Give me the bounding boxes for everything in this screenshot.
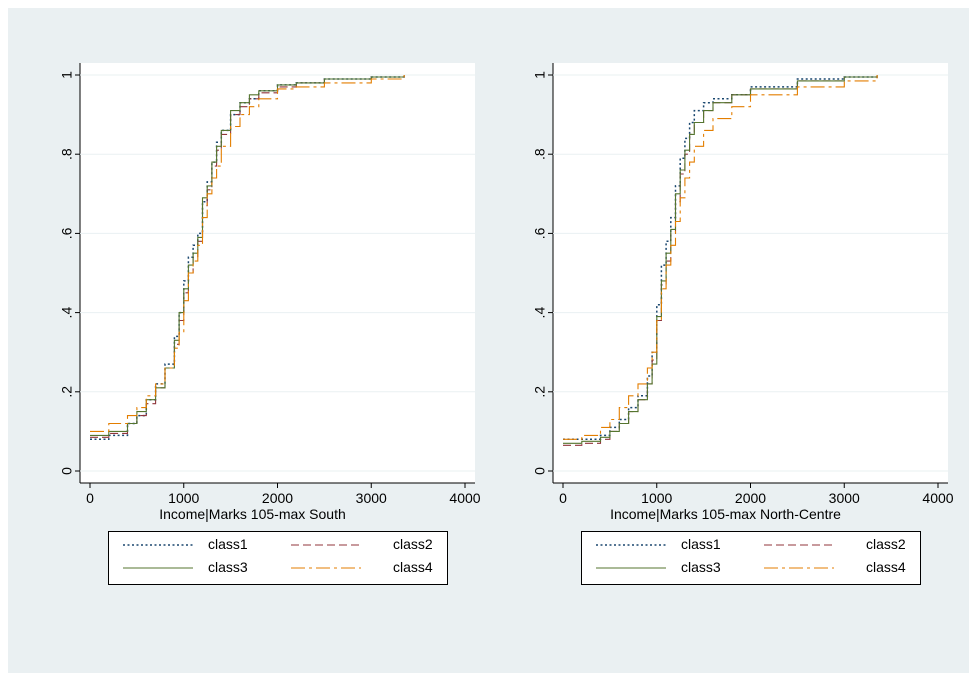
- y-tick-label: 0: [532, 467, 548, 475]
- legend-key-class4: [764, 567, 834, 569]
- legend-item-class3: class3: [596, 557, 761, 579]
- x-axis-title: Income|Marks 105-max South: [159, 506, 346, 522]
- y-tick-label: .4: [532, 307, 548, 319]
- legend-item-class1: class1: [596, 534, 761, 556]
- charts-canvas: 0 .2 .4 .6 .8 1 0 1000 2000 3000 4000 Income|Marks …: [59, 63, 954, 522]
- chart-panel-2: 0 .2 .4 .6 .8 1 0 1000 2000 3000 4000 Income|Marks …: [532, 63, 954, 522]
- y-tick-label: .8: [532, 148, 548, 160]
- legend-label-class2: class2: [866, 536, 906, 552]
- legend-key-class4: [291, 567, 361, 569]
- legend-item-class2: class2: [291, 534, 456, 556]
- y-tick-label: 1: [59, 71, 75, 79]
- legend-key-class3: [123, 567, 193, 569]
- x-tick-label: 2000: [735, 490, 766, 506]
- series-line-class4: [563, 75, 878, 440]
- plot-area: [80, 63, 475, 483]
- legend-item-class4: class4: [764, 557, 929, 579]
- y-tick-label: .6: [59, 227, 75, 239]
- legend-key-class1: [123, 544, 193, 546]
- legend-key-class2: [764, 544, 834, 546]
- y-tick-label: 0: [59, 467, 75, 475]
- legend-key-class2: [291, 544, 361, 546]
- x-tick-label: 3000: [356, 490, 387, 506]
- y-tick-label: .4: [59, 307, 75, 319]
- x-tick-label: 4000: [449, 490, 480, 506]
- legend-label-class3: class3: [208, 559, 248, 575]
- y-tick-label: 1: [532, 71, 548, 79]
- legend-key-class3: [596, 567, 666, 569]
- legend-item-class2: class2: [764, 534, 929, 556]
- legend-label-class4: class4: [866, 559, 906, 575]
- x-tick-label: 1000: [641, 490, 672, 506]
- legend-label-class1: class1: [681, 536, 721, 552]
- chart-panel-1: 0 .2 .4 .6 .8 1 0 1000 2000 3000 4000 Income|Marks …: [59, 63, 481, 522]
- legend-label-class1: class1: [208, 536, 248, 552]
- y-tick-label: .8: [59, 148, 75, 160]
- series-line-class3: [563, 75, 878, 444]
- x-tick-label: 2000: [262, 490, 293, 506]
- legend-item-class3: class3: [123, 557, 288, 579]
- x-tick-label: 0: [559, 490, 567, 506]
- graph-region: 0 .2 .4 .6 .8 1 0 1000 2000 3000 4000 Income|Marks …: [8, 8, 969, 673]
- x-tick-label: 4000: [922, 490, 953, 506]
- legend-2: class1 class2 class3 class4: [581, 531, 921, 585]
- series-line-class4: [90, 75, 405, 432]
- legend-item-class1: class1: [123, 534, 288, 556]
- x-tick-label: 1000: [168, 490, 199, 506]
- y-tick-label: .2: [59, 386, 75, 398]
- legend-label-class3: class3: [681, 559, 721, 575]
- legend-item-class4: class4: [291, 557, 456, 579]
- x-tick-label: 3000: [829, 490, 860, 506]
- legend-label-class2: class2: [393, 536, 433, 552]
- x-tick-label: 0: [86, 490, 94, 506]
- y-tick-label: .2: [532, 386, 548, 398]
- x-axis-title: Income|Marks 105-max North-Centre: [610, 506, 841, 522]
- legend-1: class1 class2 class3 class4: [108, 531, 448, 585]
- y-tick-label: .6: [532, 227, 548, 239]
- legend-label-class4: class4: [393, 559, 433, 575]
- legend-key-class1: [596, 544, 666, 546]
